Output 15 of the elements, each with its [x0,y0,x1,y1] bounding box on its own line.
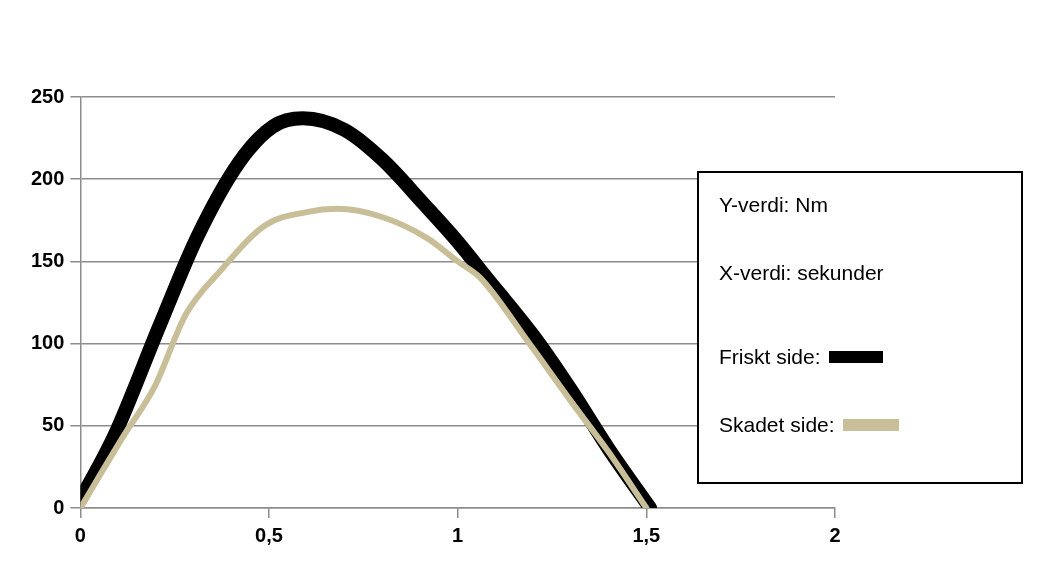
y-tick-label: 200 [30,166,65,189]
legend-label: Skadet side: [719,412,835,438]
legend-label: Friskt side: [719,344,821,370]
x-tick-label: 2 [829,523,841,546]
y-tick-label: 250 [30,84,65,107]
x-tick-label: 1 [452,523,464,546]
x-tick-label: 0 [74,523,86,546]
annotation: X-verdi: sekunder [719,260,885,286]
y-tick-label: 150 [30,248,65,271]
y-tick-label: 0 [53,495,65,518]
y-tick-label: 50 [42,413,65,436]
x-tick-label: 1,5 [632,523,661,546]
y-tick-label: 100 [30,331,65,354]
annotation: Y-verdi: Nm [719,192,829,218]
x-tick-label: 0,5 [255,523,283,546]
